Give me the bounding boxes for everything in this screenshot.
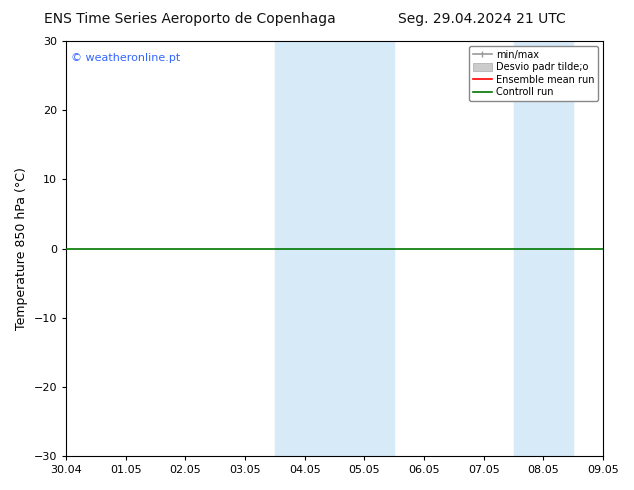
Y-axis label: Temperature 850 hPa (°C): Temperature 850 hPa (°C) [15, 167, 28, 330]
Text: © weatheronline.pt: © weatheronline.pt [72, 53, 181, 64]
Bar [335, 41, 394, 456]
Legend: min/max, Desvio padr tilde;o, Ensemble mean run, Controll run: min/max, Desvio padr tilde;o, Ensemble m… [469, 46, 598, 101]
Text: Seg. 29.04.2024 21 UTC: Seg. 29.04.2024 21 UTC [398, 12, 566, 26]
Text: ENS Time Series Aeroporto de Copenhaga: ENS Time Series Aeroporto de Copenhaga [44, 12, 336, 26]
Bar [275, 41, 335, 456]
Bar [514, 41, 573, 456]
